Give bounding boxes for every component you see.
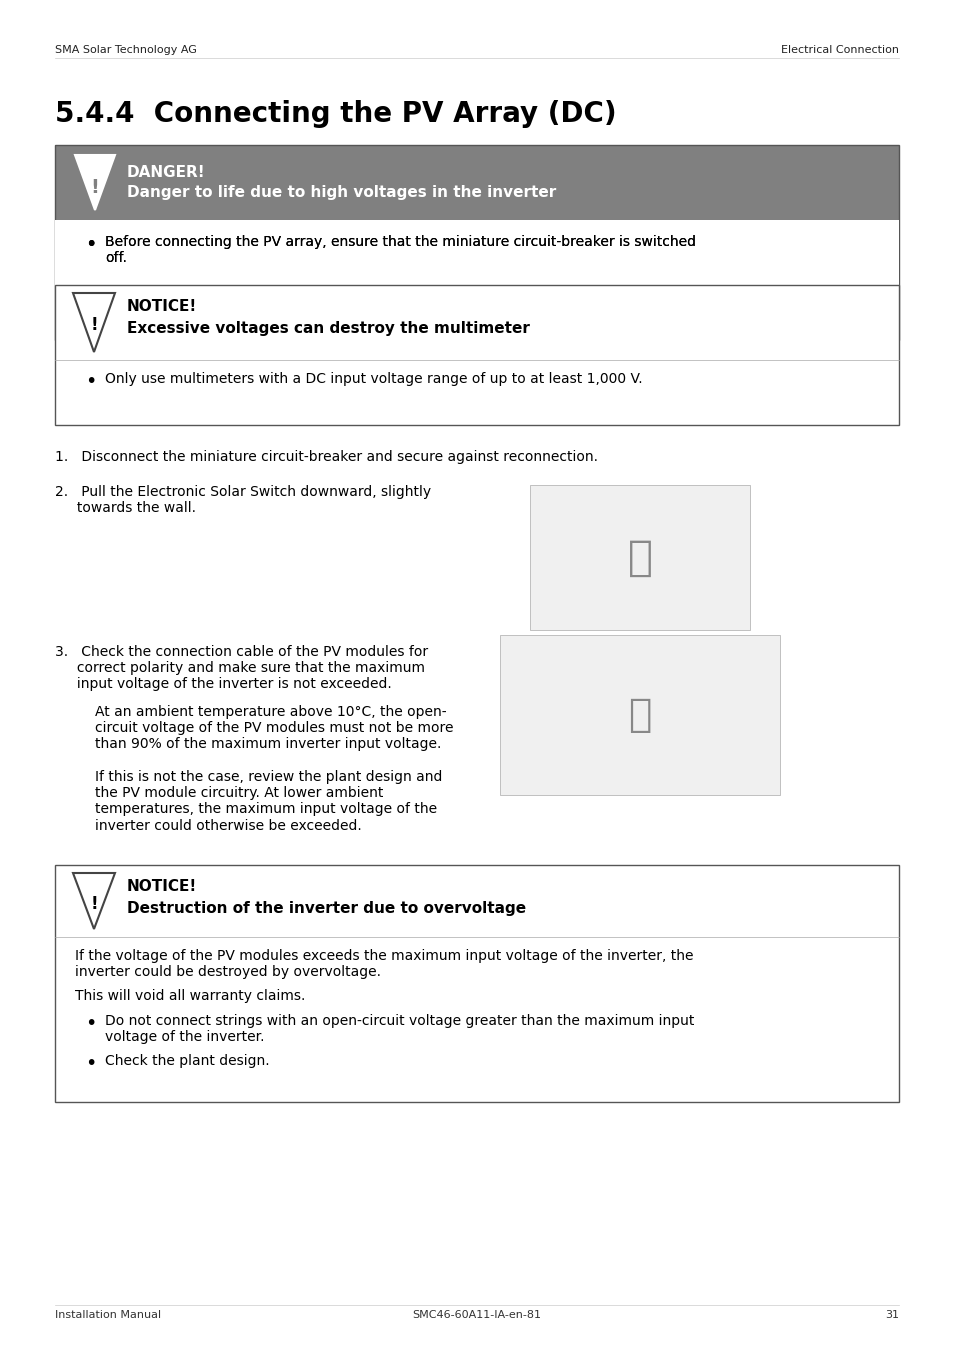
Text: Excessive voltages can destroy the multimeter: Excessive voltages can destroy the multi… [127,320,529,337]
Text: SMA Solar Technology AG: SMA Solar Technology AG [55,45,196,55]
Text: 31: 31 [884,1310,898,1320]
Text: NOTICE!: NOTICE! [127,879,197,894]
FancyBboxPatch shape [55,865,898,1102]
Text: •: • [85,235,96,254]
Text: Destruction of the inverter due to overvoltage: Destruction of the inverter due to overv… [127,900,525,917]
FancyBboxPatch shape [55,145,898,220]
Text: This will void all warranty claims.: This will void all warranty claims. [75,990,305,1003]
Text: 🔌: 🔌 [627,537,652,579]
Text: Only use multimeters with a DC input voltage range of up to at least 1,000 V.: Only use multimeters with a DC input vol… [105,372,642,387]
Text: 1.   Disconnect the miniature circuit-breaker and secure against reconnection.: 1. Disconnect the miniature circuit-brea… [55,450,598,464]
Text: If this is not the case, review the plant design and
the PV module circuitry. At: If this is not the case, review the plan… [95,771,442,833]
Text: Danger to life due to high voltages in the inverter: Danger to life due to high voltages in t… [127,185,556,200]
Text: Do not connect strings with an open-circuit voltage greater than the maximum inp: Do not connect strings with an open-circ… [105,1014,694,1044]
Polygon shape [73,873,115,929]
Text: Installation Manual: Installation Manual [55,1310,161,1320]
Text: DANGER!: DANGER! [127,165,206,180]
Text: At an ambient temperature above 10°C, the open-
circuit voltage of the PV module: At an ambient temperature above 10°C, th… [95,704,453,752]
FancyBboxPatch shape [530,485,749,630]
Text: 3.   Check the connection cable of the PV modules for
     correct polarity and : 3. Check the connection cable of the PV … [55,645,428,691]
Text: !: ! [91,895,98,913]
Text: SMC46-60A11-IA-en-81: SMC46-60A11-IA-en-81 [412,1310,541,1320]
Text: 🔋: 🔋 [628,696,651,734]
Text: Before connecting the PV array, ensure that the miniature circuit-breaker is swi: Before connecting the PV array, ensure t… [105,235,696,265]
Text: Electrical Connection: Electrical Connection [781,45,898,55]
Text: •: • [85,235,96,254]
Text: 5.4.4  Connecting the PV Array (DC): 5.4.4 Connecting the PV Array (DC) [55,100,616,128]
Text: Before connecting the PV array, ensure that the miniature circuit-breaker is swi: Before connecting the PV array, ensure t… [105,235,696,265]
Text: Check the plant design.: Check the plant design. [105,1055,270,1068]
FancyBboxPatch shape [55,220,898,339]
Polygon shape [75,155,115,210]
Text: NOTICE!: NOTICE! [127,299,197,314]
Text: •: • [85,1014,96,1033]
Text: !: ! [91,178,99,197]
FancyBboxPatch shape [499,635,780,795]
FancyBboxPatch shape [55,285,898,425]
Text: 2.   Pull the Electronic Solar Switch downward, slightly
     towards the wall.: 2. Pull the Electronic Solar Switch down… [55,485,431,515]
Text: •: • [85,372,96,391]
Polygon shape [73,293,115,352]
Text: If the voltage of the PV modules exceeds the maximum input voltage of the invert: If the voltage of the PV modules exceeds… [75,949,693,979]
Text: !: ! [91,316,98,334]
Text: •: • [85,1055,96,1073]
